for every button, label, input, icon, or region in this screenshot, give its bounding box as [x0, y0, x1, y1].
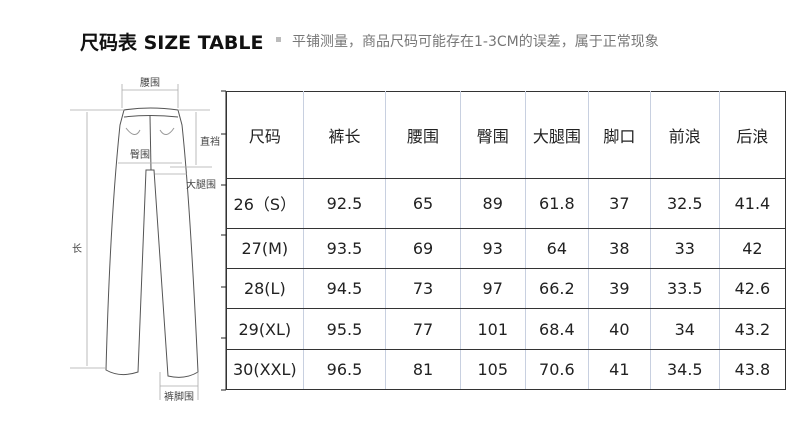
table-cell: 32.5: [649, 177, 720, 229]
table-cell: 73: [385, 268, 461, 310]
table-cell: 94.5: [302, 268, 387, 310]
column-header: 前浪: [649, 91, 720, 179]
column-header: 后浪: [718, 91, 787, 179]
table-cell: 81: [385, 348, 461, 391]
label-rise: 直裆: [200, 137, 220, 148]
table-cell: 37: [587, 177, 651, 229]
table-cell: 77: [385, 308, 461, 350]
table-cell: 42.6: [718, 268, 787, 310]
table-row: 26（S） 92.5 65 89 61.8 37 32.5 41.4: [226, 177, 787, 229]
table-cell: 39: [587, 268, 651, 310]
table-cell: 38: [587, 227, 651, 270]
table-cell: 93.5: [302, 227, 387, 270]
table-cell: 40: [587, 308, 651, 350]
table-cell: 61.8: [524, 177, 589, 229]
table-row: 28(L) 94.5 73 97 66.2 39 33.5 42.6: [226, 268, 787, 310]
table-cell: 30(XXL): [226, 348, 304, 391]
table-row: 30(XXL) 96.5 81 105 70.6 41 34.5 43.8: [226, 348, 787, 391]
table-cell: 42: [718, 227, 787, 270]
table-cell: 28(L): [226, 268, 304, 310]
table-cell: 69: [385, 227, 461, 270]
table-cell: 92.5: [302, 177, 387, 229]
table-cell: 27(M): [226, 227, 304, 270]
table-cell: 29(XL): [226, 308, 304, 350]
table-cell: 105: [459, 348, 526, 391]
label-hem: 裤脚围: [164, 392, 194, 403]
table-cell: 41.4: [718, 177, 787, 229]
table-header-row: 尺码 裤长 腰围 臀围 大腿围 脚口 前浪 后浪: [226, 91, 787, 179]
table-cell: 70.6: [524, 348, 589, 391]
table-cell: 64: [524, 227, 589, 270]
table-cell: 65: [385, 177, 461, 229]
pants-diagram: [70, 84, 227, 400]
column-header: 腰围: [385, 91, 461, 179]
label-waist: 腰围: [140, 78, 160, 89]
table-cell: 26（S）: [226, 177, 304, 229]
table-cell: 68.4: [524, 308, 589, 350]
table-cell: 41: [587, 348, 651, 391]
table-cell: 93: [459, 227, 526, 270]
size-table: 尺码 裤长 腰围 臀围 大腿围 脚口 前浪 后浪 26（S） 92.5 65 89 61…: [226, 91, 787, 391]
table-cell: 43.2: [718, 308, 787, 350]
bullet-icon: [276, 37, 281, 42]
column-header: 脚口: [587, 91, 651, 179]
table-row: 27(M) 93.5 69 93 64 38 33 42: [226, 227, 787, 270]
measurement-note: 平铺测量，商品尺码可能存在1-3CM的误差，属于正常现象: [292, 34, 659, 50]
column-header: 裤长: [302, 91, 387, 179]
column-header: 大腿围: [524, 91, 589, 179]
label-thigh: 大腿围: [186, 180, 216, 191]
column-header: 臀围: [459, 91, 526, 179]
table-row: 29(XL) 95.5 77 101 68.4 40 34 43.2: [226, 308, 787, 350]
table-cell: 89: [459, 177, 526, 229]
table-cell: 34: [649, 308, 720, 350]
table-cell: 33: [649, 227, 720, 270]
table-cell: 34.5: [649, 348, 720, 391]
table-cell: 96.5: [302, 348, 387, 391]
column-header: 尺码: [226, 91, 304, 179]
table-cell: 66.2: [524, 268, 589, 310]
label-hip: 臀围: [130, 150, 150, 161]
table-cell: 43.8: [718, 348, 787, 391]
table-cell: 95.5: [302, 308, 387, 350]
table-cell: 101: [459, 308, 526, 350]
label-length: 长: [72, 244, 82, 255]
page-title: 尺码表 SIZE TABLE: [80, 32, 264, 54]
table-cell: 97: [459, 268, 526, 310]
table-cell: 33.5: [649, 268, 720, 310]
